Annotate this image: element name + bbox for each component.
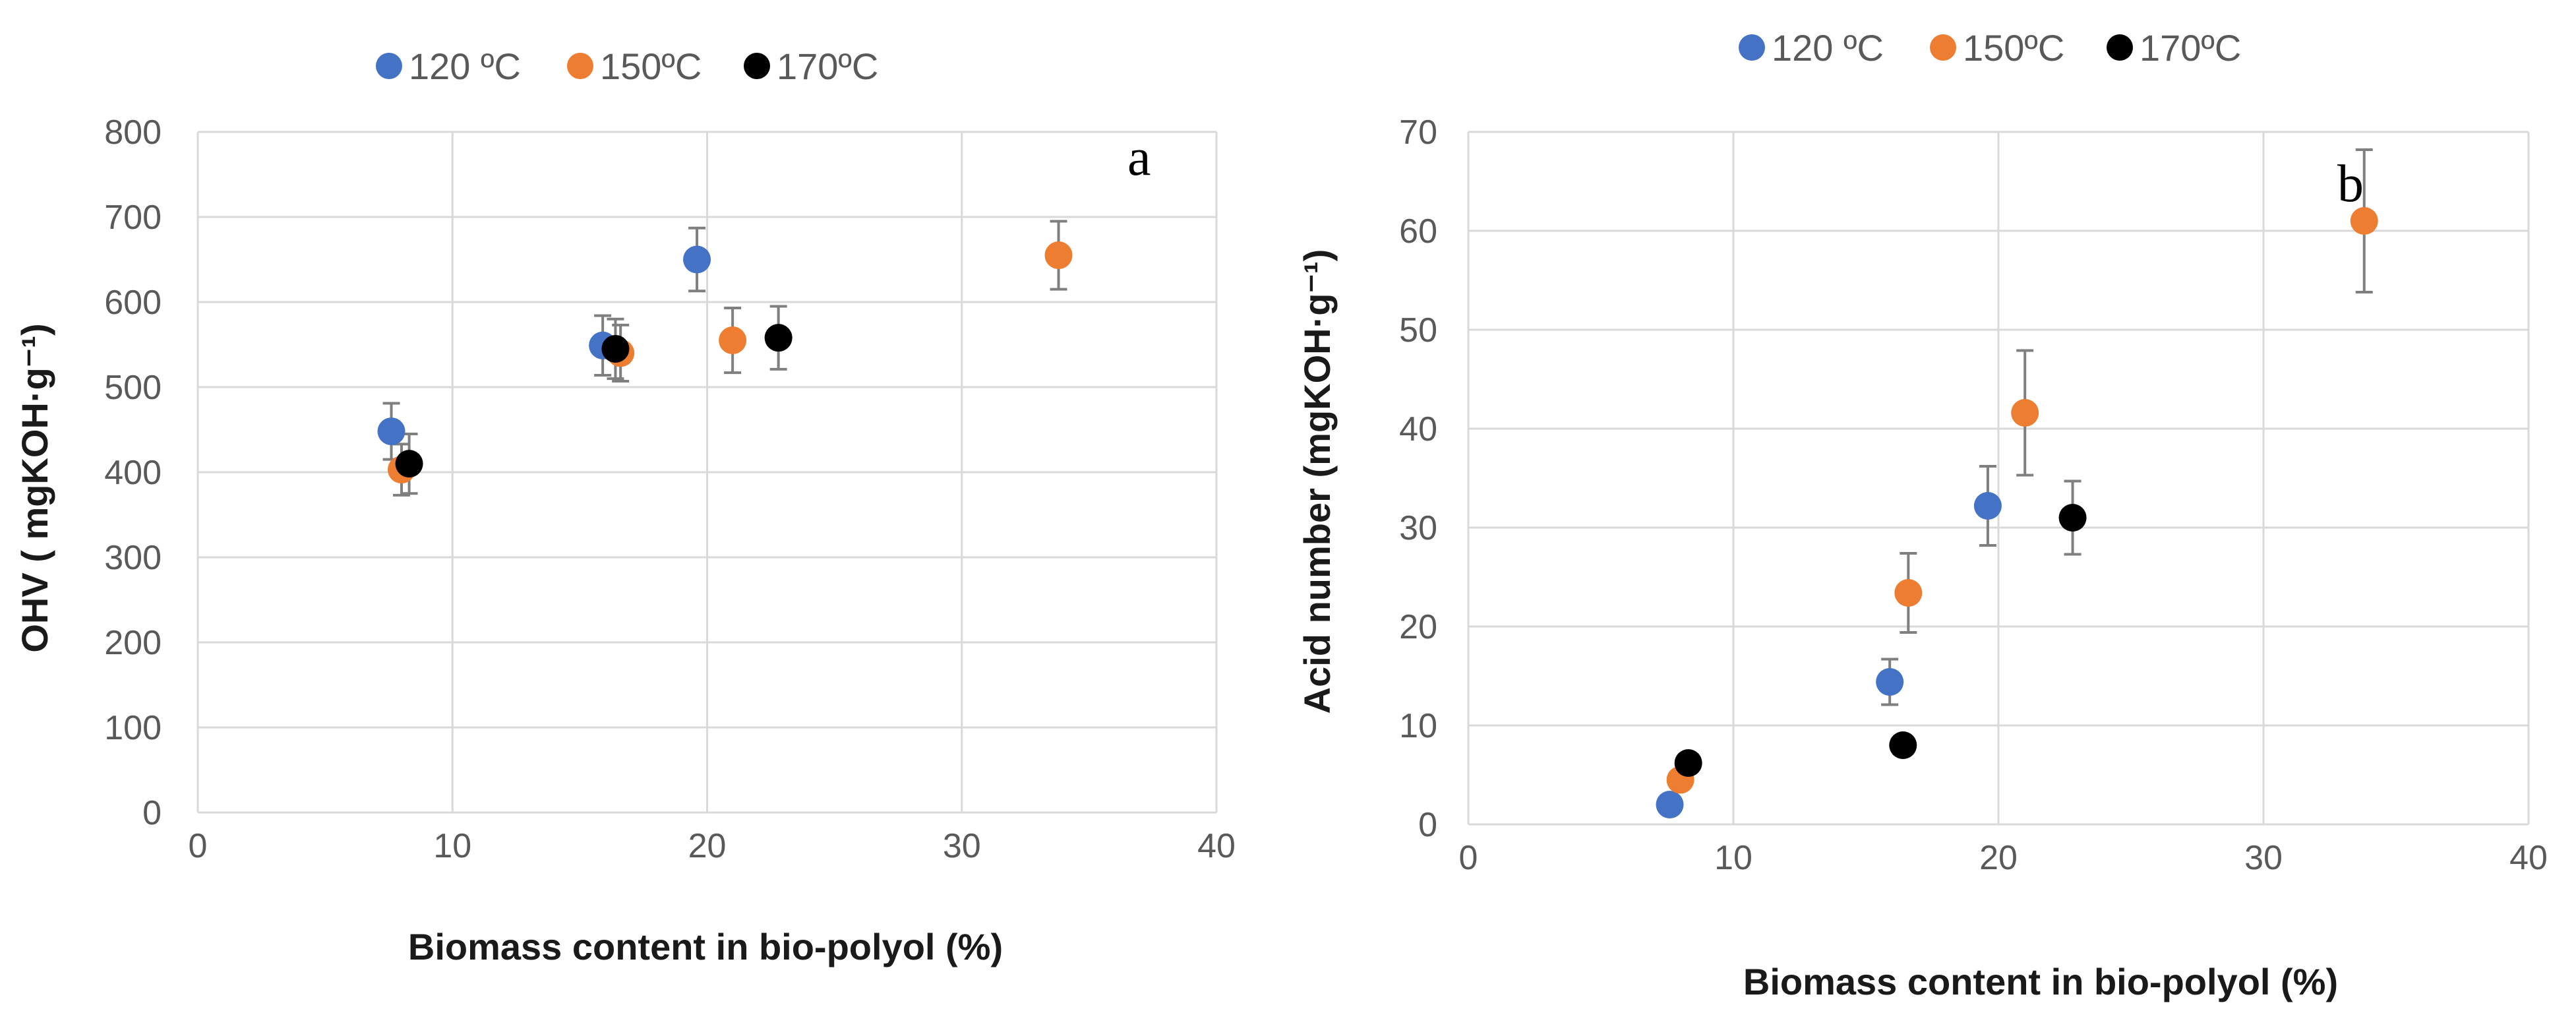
panel-label: a — [1127, 129, 1151, 187]
data-point — [1044, 241, 1073, 270]
data-point — [1876, 668, 1904, 696]
x-tick-label: 10 — [433, 827, 471, 865]
x-tick-label: 40 — [2509, 839, 2548, 877]
legend-label-150: 150ºC — [600, 46, 702, 87]
legend-marker-120 — [1739, 34, 1765, 61]
legend-marker-120 — [376, 53, 402, 79]
y-tick-label: 300 — [104, 539, 162, 577]
y-axis-title: Acid number (mgKOH·g⁻¹) — [1296, 249, 1338, 714]
y-tick-label: 60 — [1399, 212, 1437, 251]
y-tick-label: 600 — [104, 284, 162, 322]
legend-marker-170 — [744, 53, 770, 79]
y-tick-label: 200 — [104, 624, 162, 662]
y-tick-label: 40 — [1399, 410, 1437, 448]
legend: 120 ºC 150ºC 170ºC — [376, 46, 878, 87]
legend-label-170: 170ºC — [2140, 27, 2241, 69]
y-tick-label: 30 — [1399, 509, 1437, 547]
y-tick-label: 70 — [1399, 113, 1437, 152]
x-tick-label: 30 — [2244, 839, 2283, 877]
gridlines — [196, 131, 1218, 814]
chart-a: 120 ºC 150ºC 170ºC 010020030040050060070… — [14, 46, 1236, 967]
legend-label-120: 120 ºC — [1772, 27, 1884, 69]
error-bars — [382, 220, 1067, 497]
data-point — [764, 324, 793, 352]
panel-label: b — [2337, 155, 2364, 213]
legend: 120 ºC 150ºC 170ºC — [1739, 27, 2241, 69]
y-tick-label: 100 — [104, 709, 162, 747]
tick-labels: 0 10 20 30 40 50 60 70 0 10 20 30 40 — [1399, 113, 2548, 877]
data-point — [1894, 579, 1923, 607]
x-tick-label: 0 — [1459, 839, 1478, 877]
data-point — [683, 245, 711, 274]
x-axis-title: Biomass content in bio-polyol (%) — [408, 926, 1003, 967]
x-tick-label: 0 — [189, 827, 208, 865]
error-bars — [1881, 148, 2373, 706]
data-point — [395, 450, 423, 478]
y-tick-label: 50 — [1399, 311, 1437, 350]
y-tick-label: 0 — [142, 794, 162, 832]
legend-label-170: 170ºC — [777, 46, 878, 87]
data-points — [1656, 207, 2378, 818]
y-axis-title: OHV ( mgKOH·g⁻¹) — [14, 323, 55, 652]
y-tick-label: 400 — [104, 454, 162, 492]
data-point — [2350, 207, 2378, 235]
legend-marker-170 — [2107, 34, 2133, 61]
legend-marker-150 — [1930, 34, 1956, 61]
x-tick-label: 10 — [1714, 839, 1752, 877]
tick-labels: 0 100 200 300 400 500 600 700 800 0 10 20 30 40 — [104, 113, 1236, 865]
legend-marker-150 — [567, 53, 593, 79]
y-tick-label: 500 — [104, 369, 162, 407]
data-points — [377, 241, 1073, 484]
data-point — [2058, 504, 2087, 532]
x-tick-label: 30 — [943, 827, 981, 865]
y-tick-label: 800 — [104, 113, 162, 152]
y-tick-label: 20 — [1399, 608, 1437, 646]
gridlines — [1467, 131, 2530, 826]
data-point — [2011, 399, 2039, 427]
data-point — [377, 417, 405, 446]
data-point — [1973, 492, 2002, 520]
y-tick-label: 10 — [1399, 707, 1437, 745]
y-tick-label: 700 — [104, 199, 162, 237]
data-point — [601, 334, 630, 363]
x-axis-title: Biomass content in bio-polyol (%) — [1743, 961, 2338, 1002]
x-tick-label: 20 — [1979, 839, 2018, 877]
x-tick-label: 40 — [1197, 827, 1236, 865]
data-point — [1674, 749, 1702, 777]
data-point — [1889, 731, 1917, 759]
x-tick-label: 20 — [688, 827, 727, 865]
data-point — [1656, 791, 1684, 818]
legend-label-150: 150ºC — [1963, 27, 2064, 69]
data-point — [719, 326, 747, 355]
y-tick-label: 0 — [1418, 806, 1437, 844]
legend-label-120: 120 ºC — [409, 46, 521, 87]
chart-b: 120 ºC 150ºC 170ºC 0 10 20 30 40 50 60 70 0 10 20 3… — [1296, 27, 2548, 1002]
